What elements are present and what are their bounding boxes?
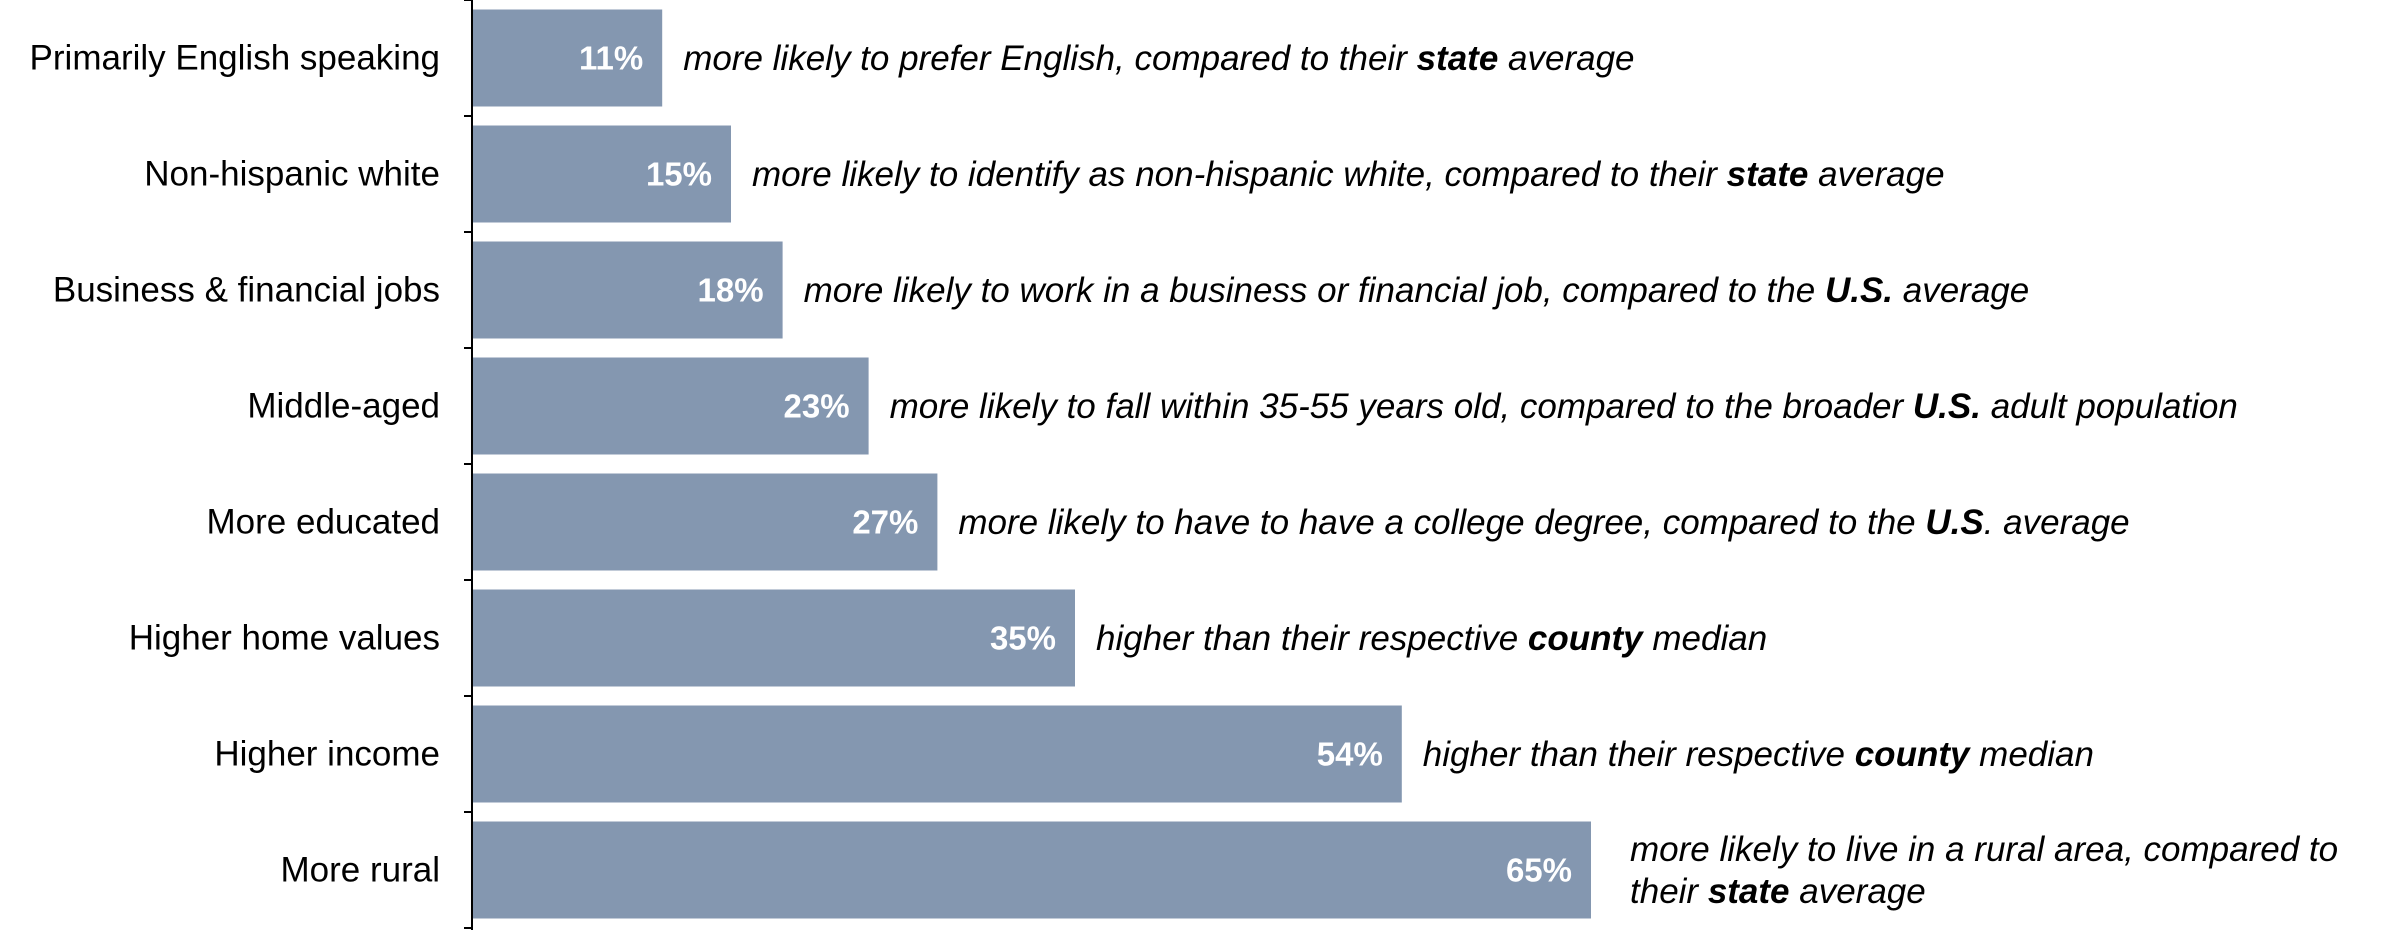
data-label: 54% — [1317, 736, 1383, 773]
category-label: More rural — [281, 851, 440, 890]
bar — [473, 821, 1591, 919]
annotation: more likely to have to have a college de… — [958, 503, 2129, 542]
bars-layer — [473, 9, 1591, 919]
category-label: Non-hispanic white — [144, 155, 440, 194]
annotation: more likely to fall within 35-55 years o… — [890, 387, 2238, 426]
bar — [473, 705, 1402, 803]
bar — [473, 125, 731, 223]
ticks-layer — [464, 0, 472, 929]
bar — [473, 9, 663, 107]
annotation: more likely to work in a business or fin… — [804, 271, 2030, 310]
category-label: Primarily English speaking — [30, 39, 440, 78]
data-label: 11% — [579, 40, 643, 77]
data-label: 65% — [1506, 852, 1572, 889]
annotation: more likely to prefer English, compared … — [683, 39, 1634, 78]
annotation: higher than their respective county medi… — [1096, 619, 1767, 658]
category-label: Higher home values — [129, 619, 440, 658]
data-label: 23% — [784, 388, 850, 425]
category-label: Business & financial jobs — [53, 271, 440, 310]
bar — [473, 357, 869, 455]
labels-layer: Primarily English speaking 11% more likely… — [30, 39, 2339, 911]
category-label: Higher income — [214, 735, 440, 774]
annotation: higher than their respective county medi… — [1423, 735, 2094, 774]
category-label: More educated — [207, 503, 440, 542]
bar — [473, 589, 1075, 687]
bar — [473, 473, 938, 571]
category-label: Middle-aged — [247, 387, 440, 426]
data-label: 18% — [698, 272, 764, 309]
data-label: 15% — [646, 156, 712, 193]
annotation: more likely to identify as non-hispanic … — [752, 155, 1945, 194]
bar — [473, 241, 783, 339]
data-label: 35% — [990, 620, 1056, 657]
data-label: 27% — [852, 504, 918, 541]
annotation: more likely to live in a rural area, com… — [1630, 830, 2338, 911]
